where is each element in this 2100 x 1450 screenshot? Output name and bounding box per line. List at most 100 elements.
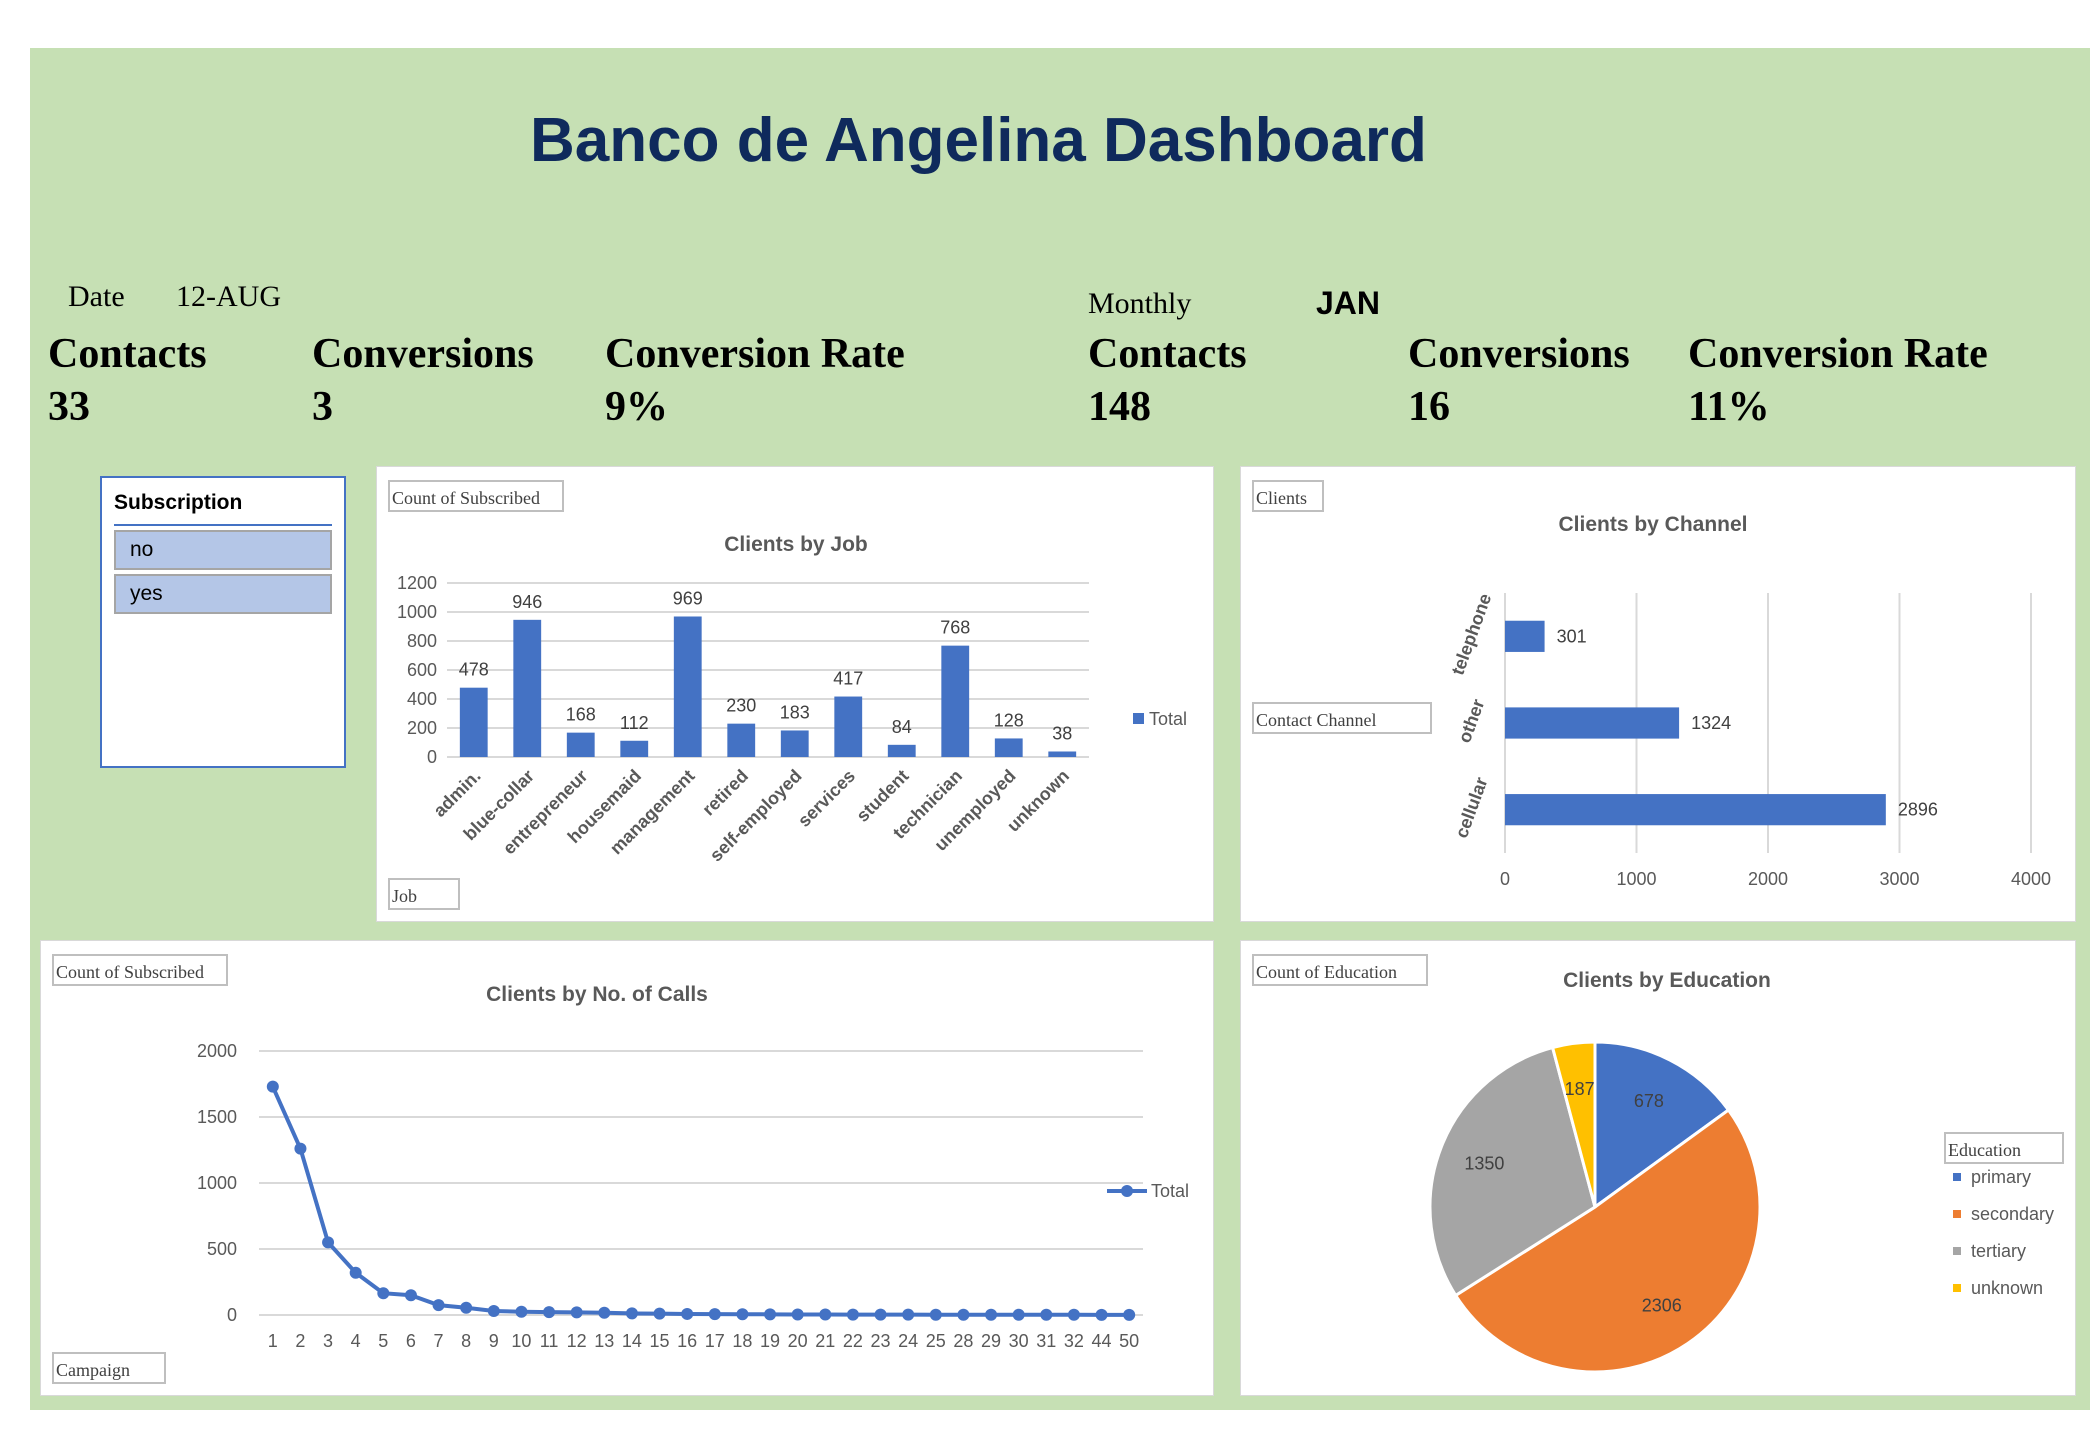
channel-axis-field-button-box[interactable] <box>1252 702 1432 734</box>
education-legend-swatch <box>1953 1173 1961 1181</box>
job-bar <box>994 738 1023 757</box>
job-data-label: 230 <box>726 696 756 716</box>
education-chart-title: Clients by Education <box>1563 969 1771 992</box>
monthly-contacts-value: 148 <box>1088 384 1151 430</box>
monthly-rate-label: Conversion Rate <box>1688 331 1988 377</box>
channel-data-label: 1324 <box>1691 713 1731 733</box>
calls-data-point <box>625 1307 638 1320</box>
education-slice-secondary <box>1453 1107 1762 1374</box>
calls-x-tick-label: 32 <box>1064 1331 1084 1351</box>
job-data-label: 946 <box>512 592 542 612</box>
calls-value-field-button[interactable]: Count of Subscribed <box>56 962 204 982</box>
channel-value-field-button-box[interactable] <box>1252 480 1324 512</box>
calls-data-point <box>432 1299 445 1312</box>
education-data-label: 187 <box>1565 1079 1595 1099</box>
calls-axis-field-button[interactable]: Campaign <box>56 1360 130 1380</box>
calls-axis-field-button-box[interactable] <box>52 1352 166 1384</box>
education-data-label: 678 <box>1634 1091 1664 1111</box>
job-axis-field-button[interactable]: Job <box>392 886 417 906</box>
channel-category-label: cellular <box>1451 775 1491 841</box>
calls-chart: Count of Subscribed Campaign Clients by No… <box>52 954 1189 1384</box>
slicer-item-no[interactable]: no <box>114 530 332 570</box>
calls-data-point <box>266 1080 279 1093</box>
education-legend-label: unknown <box>1971 1278 2043 1298</box>
job-chart-title: Clients by Job <box>724 533 868 556</box>
job-legend-swatch <box>1133 713 1144 724</box>
channel-category-label: other <box>1454 696 1488 745</box>
job-y-tick-label: 0 <box>427 747 437 767</box>
calls-x-tick-label: 5 <box>378 1331 388 1351</box>
daily-rate-label: Conversion Rate <box>605 331 905 377</box>
monthly-contacts-label: Contacts <box>1088 331 1247 377</box>
calls-data-point <box>736 1308 749 1321</box>
education-legend-title-button[interactable]: Education <box>1948 1140 2021 1160</box>
calls-x-tick-label: 11 <box>540 1331 559 1351</box>
calls-x-tick-label: 30 <box>1009 1331 1029 1351</box>
education-value-field-button-box[interactable] <box>1252 954 1428 986</box>
job-bar <box>459 687 488 757</box>
calls-data-point <box>1012 1308 1025 1321</box>
daily-rate-value: 9% <box>605 384 668 430</box>
calls-legend-label: Total <box>1151 1181 1189 1201</box>
job-value-field-button-box[interactable] <box>388 480 564 512</box>
job-chart: Count of Subscribed Job Clients by Job 0 200… <box>388 480 1187 910</box>
calls-data-point <box>1095 1308 1108 1321</box>
calls-x-tick-label: 8 <box>461 1331 471 1351</box>
calls-data-point <box>1123 1308 1136 1321</box>
job-category-label: self-employed <box>706 766 806 866</box>
calls-x-tick-label: 21 <box>815 1331 835 1351</box>
education-data-label: 1350 <box>1464 1154 1504 1174</box>
calls-data-point <box>819 1308 832 1321</box>
monthly-label: Monthly <box>1088 287 1192 320</box>
job-category-label: retired <box>698 766 752 820</box>
job-value-field-button[interactable]: Count of Subscribed <box>392 488 540 508</box>
calls-data-point <box>349 1266 362 1279</box>
calls-data-point <box>985 1308 998 1321</box>
calls-x-tick-label: 20 <box>788 1331 808 1351</box>
calls-x-tick-label: 19 <box>760 1331 780 1351</box>
job-y-tick-label: 1200 <box>397 573 437 593</box>
calls-x-tick-label: 1 <box>268 1331 278 1351</box>
calls-x-tick-label: 6 <box>406 1331 416 1351</box>
education-legend-swatch <box>1953 1284 1961 1292</box>
calls-value-field-button-box[interactable] <box>52 954 228 986</box>
calls-x-tick-label: 28 <box>953 1331 973 1351</box>
channel-chart: Clients Contact Channel Clients by Channel… <box>1252 480 2051 889</box>
slicer-item-yes[interactable]: yes <box>114 574 332 614</box>
monthly-rate-value: 11% <box>1688 384 1770 430</box>
calls-x-tick-label: 29 <box>981 1331 1001 1351</box>
channel-value-field-button[interactable]: Clients <box>1256 488 1307 508</box>
calls-x-tick-label: 16 <box>677 1331 697 1351</box>
calls-y-tick-label: 2000 <box>197 1041 237 1061</box>
job-axis-field-button-box[interactable] <box>388 878 460 910</box>
education-legend-swatch <box>1953 1247 1961 1255</box>
calls-y-tick-label: 1000 <box>197 1173 237 1193</box>
job-data-label: 38 <box>1052 723 1072 743</box>
daily-conversions-label: Conversions <box>312 331 534 377</box>
monthly-conversions-value: 16 <box>1408 384 1450 430</box>
calls-x-tick-label: 24 <box>898 1331 918 1351</box>
channel-axis-field-button[interactable]: Contact Channel <box>1256 710 1376 730</box>
job-data-label: 128 <box>994 710 1024 730</box>
calls-x-tick-label: 18 <box>732 1331 752 1351</box>
job-y-tick-label: 400 <box>407 689 437 709</box>
dashboard-title: Banco de Angelina Dashboard <box>530 106 1427 175</box>
calls-data-point <box>460 1301 473 1314</box>
daily-conversions-value: 3 <box>312 384 333 430</box>
job-bar <box>566 732 595 757</box>
job-bar <box>513 619 542 757</box>
calls-x-tick-label: 13 <box>594 1331 614 1351</box>
education-value-field-button[interactable]: Count of Education <box>1256 962 1397 982</box>
job-data-label: 417 <box>833 669 863 689</box>
calls-x-tick-label: 31 <box>1036 1331 1056 1351</box>
calls-y-tick-label: 500 <box>207 1239 237 1259</box>
calls-x-tick-label: 14 <box>622 1331 642 1351</box>
daily-contacts-value: 33 <box>48 384 90 430</box>
channel-category-label: telephone <box>1447 591 1495 678</box>
education-legend-title-button-box[interactable] <box>1944 1132 2064 1164</box>
channel-bar <box>1505 794 1886 826</box>
calls-legend-marker <box>1121 1185 1133 1197</box>
calls-data-point <box>377 1287 390 1300</box>
date-label: Date <box>68 280 125 313</box>
job-bar <box>620 740 649 757</box>
